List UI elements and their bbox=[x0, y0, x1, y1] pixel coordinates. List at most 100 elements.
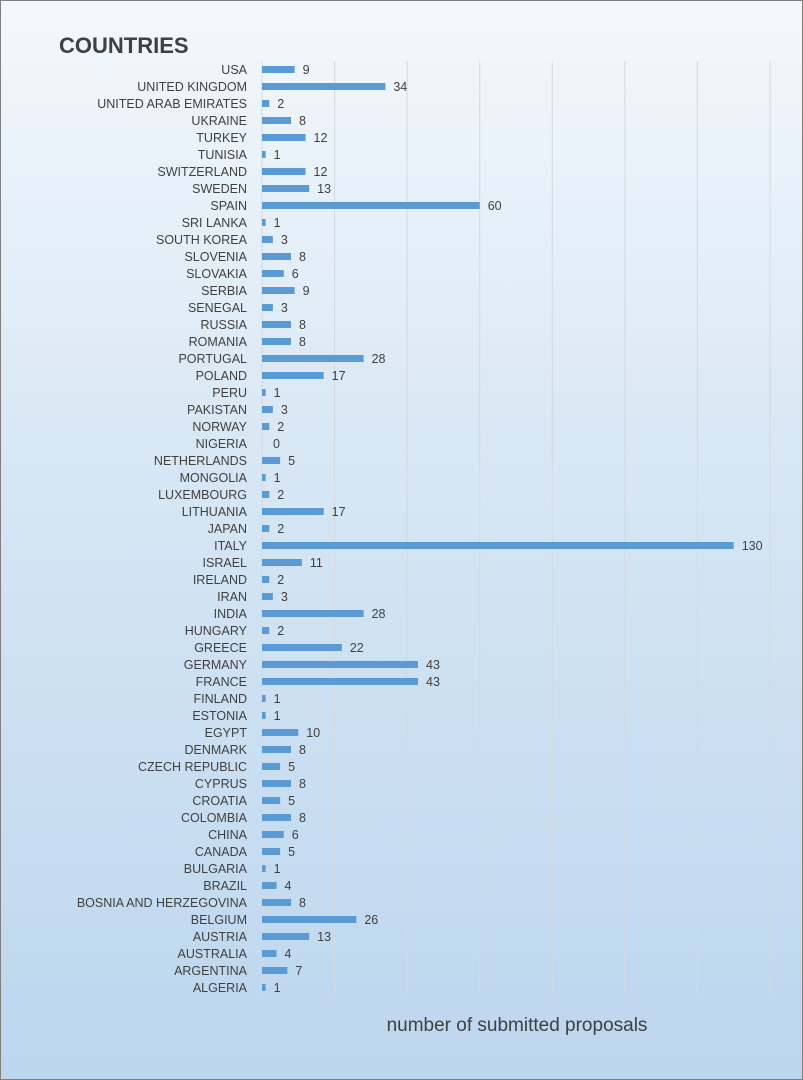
category-label: MONGOLIA bbox=[180, 471, 248, 485]
bar bbox=[262, 168, 306, 175]
data-label: 8 bbox=[299, 811, 306, 825]
data-label: 4 bbox=[285, 947, 292, 961]
category-label: PERU bbox=[212, 386, 247, 400]
category-label: BULGARIA bbox=[184, 862, 248, 876]
data-label: 3 bbox=[281, 590, 288, 604]
data-label: 8 bbox=[299, 743, 306, 757]
category-label: LUXEMBOURG bbox=[158, 488, 247, 502]
data-label: 5 bbox=[288, 760, 295, 774]
bar bbox=[262, 389, 266, 396]
bar bbox=[262, 100, 270, 107]
data-label: 8 bbox=[299, 777, 306, 791]
bar bbox=[262, 423, 270, 430]
category-label: TUNISIA bbox=[198, 148, 248, 162]
bar bbox=[262, 848, 281, 855]
data-label: 1 bbox=[274, 981, 281, 995]
bar bbox=[262, 151, 266, 158]
category-label: JAPAN bbox=[208, 522, 247, 536]
data-label: 12 bbox=[314, 131, 328, 145]
category-label: CANADA bbox=[195, 845, 248, 859]
category-label: SPAIN bbox=[210, 199, 247, 213]
category-label: ROMANIA bbox=[189, 335, 248, 349]
category-label: CZECH REPUBLIC bbox=[138, 760, 247, 774]
data-label: 17 bbox=[332, 505, 346, 519]
category-label: FINLAND bbox=[194, 692, 247, 706]
bar bbox=[262, 321, 292, 328]
category-label: SLOVENIA bbox=[184, 250, 247, 264]
data-label: 3 bbox=[281, 403, 288, 417]
data-label: 2 bbox=[277, 488, 284, 502]
bar bbox=[262, 83, 386, 90]
bar bbox=[262, 202, 480, 209]
bar bbox=[262, 219, 266, 226]
bar bbox=[262, 406, 273, 413]
data-label: 7 bbox=[295, 964, 302, 978]
data-label: 5 bbox=[288, 794, 295, 808]
bar bbox=[262, 525, 270, 532]
bar bbox=[262, 814, 292, 821]
data-label: 8 bbox=[299, 896, 306, 910]
gridlines bbox=[261, 61, 771, 996]
bar bbox=[262, 372, 324, 379]
bar bbox=[262, 610, 364, 617]
bar bbox=[262, 474, 266, 481]
bar bbox=[262, 933, 310, 940]
bar bbox=[262, 644, 342, 651]
category-label: HUNGARY bbox=[185, 624, 248, 638]
bar bbox=[262, 593, 273, 600]
data-label: 4 bbox=[285, 879, 292, 893]
category-label: UKRAINE bbox=[191, 114, 247, 128]
category-label: INDIA bbox=[214, 607, 248, 621]
category-label: GERMANY bbox=[184, 658, 248, 672]
data-label: 9 bbox=[303, 284, 310, 298]
bar bbox=[262, 185, 310, 192]
bar bbox=[262, 236, 273, 243]
bar bbox=[262, 916, 357, 923]
data-label: 1 bbox=[274, 862, 281, 876]
category-label: ALGERIA bbox=[193, 981, 248, 995]
category-label: SENEGAL bbox=[188, 301, 247, 315]
bar bbox=[262, 678, 419, 685]
data-label: 8 bbox=[299, 335, 306, 349]
bar bbox=[262, 355, 364, 362]
bar bbox=[262, 134, 306, 141]
data-label: 8 bbox=[299, 250, 306, 264]
category-label: IRELAND bbox=[193, 573, 247, 587]
bar bbox=[262, 695, 266, 702]
category-label: USA bbox=[221, 63, 247, 77]
bar bbox=[262, 559, 302, 566]
data-label: 3 bbox=[281, 233, 288, 247]
category-label: NIGERIA bbox=[196, 437, 248, 451]
data-label: 13 bbox=[317, 930, 331, 944]
bar bbox=[262, 797, 281, 804]
category-label: SWEDEN bbox=[192, 182, 247, 196]
bar bbox=[262, 457, 281, 464]
category-label: AUSTRIA bbox=[193, 930, 248, 944]
bar bbox=[262, 576, 270, 583]
data-label: 6 bbox=[292, 828, 299, 842]
bar bbox=[262, 253, 292, 260]
bar bbox=[262, 763, 281, 770]
category-label: TURKEY bbox=[196, 131, 247, 145]
bar bbox=[262, 66, 295, 73]
bar bbox=[262, 865, 266, 872]
data-label: 43 bbox=[426, 675, 440, 689]
bar bbox=[262, 712, 266, 719]
bar bbox=[262, 117, 292, 124]
data-label: 1 bbox=[274, 216, 281, 230]
category-label: BOSNIA AND HERZEGOVINA bbox=[77, 896, 248, 910]
data-label: 22 bbox=[350, 641, 364, 655]
category-label: ESTONIA bbox=[192, 709, 247, 723]
data-label: 2 bbox=[277, 522, 284, 536]
bar bbox=[262, 338, 292, 345]
category-label: IRAN bbox=[217, 590, 247, 604]
data-label: 2 bbox=[277, 573, 284, 587]
category-label: PAKISTAN bbox=[187, 403, 247, 417]
data-label: 2 bbox=[277, 624, 284, 638]
data-label: 1 bbox=[274, 709, 281, 723]
bar bbox=[262, 950, 277, 957]
data-label: 8 bbox=[299, 318, 306, 332]
x-axis-label: number of submitted proposals bbox=[387, 1015, 648, 1036]
category-label: GREECE bbox=[194, 641, 247, 655]
data-label: 6 bbox=[292, 267, 299, 281]
